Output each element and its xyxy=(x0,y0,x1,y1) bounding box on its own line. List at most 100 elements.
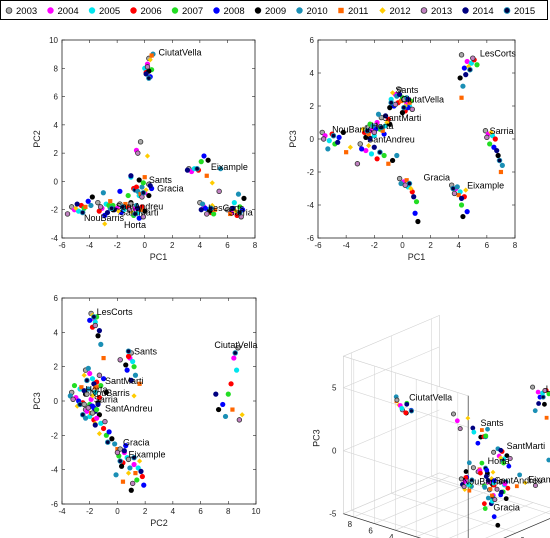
point-santandreu-2013 xyxy=(102,418,108,425)
point-ciutatvella-2011 xyxy=(407,100,412,105)
point-eixample-2004 xyxy=(131,461,137,468)
legend-label-2008: 2008 xyxy=(224,6,245,17)
district-label: NouBarris xyxy=(84,213,125,223)
point-gracia-2010 xyxy=(398,180,404,187)
point-eixample-2011 xyxy=(204,173,209,178)
district-label: Horta xyxy=(488,456,510,466)
point-noubarris-2011 xyxy=(94,385,99,390)
district-label: Horta xyxy=(86,384,108,394)
point-sarria-2010 xyxy=(499,162,505,168)
point3d-noubarris-2005 xyxy=(466,482,471,487)
y-tick-label: -6 xyxy=(51,500,59,509)
point3d-eixample-2012 xyxy=(522,480,528,486)
point-noubarris-2003 xyxy=(84,391,90,397)
district-label: SantMarti xyxy=(120,207,159,217)
data-points xyxy=(64,51,247,227)
point-santandreu-2014 xyxy=(92,422,98,428)
district-label: CiutatVella xyxy=(401,95,444,105)
point3d-sants-2012 xyxy=(465,415,471,421)
point-eixample-2008 xyxy=(201,153,207,159)
point3d-gracia-2007 xyxy=(482,506,488,511)
legend-label-2015: 2015 xyxy=(514,6,535,17)
point3d-sants-2010 xyxy=(485,426,490,432)
x-tick-label: -4 xyxy=(343,241,351,250)
point-eixample-2010 xyxy=(127,465,133,471)
point-santmarti-2011 xyxy=(138,207,143,212)
point-noubarris-2012 xyxy=(73,205,79,211)
district-label: Sarria xyxy=(229,207,253,217)
point3d-lescorts-2007 xyxy=(546,391,550,397)
point-eixample-2015 xyxy=(450,185,456,192)
x-tick-label: -2 xyxy=(371,241,379,250)
point-ciutatvella-2007 xyxy=(225,391,231,397)
point3d-noubarris-2015 xyxy=(469,477,475,483)
point-lescorts-2009 xyxy=(457,75,463,81)
point3d-eixample-2010 xyxy=(517,472,523,478)
legend-marker-2005 xyxy=(88,7,96,14)
point-noubarris-2013 xyxy=(320,136,327,142)
point3d-lescorts-2004 xyxy=(535,389,541,395)
point3d-eixample-2011 xyxy=(514,484,519,489)
point-lescorts-2007 xyxy=(474,62,480,68)
district-label: LesCorts xyxy=(208,203,245,213)
point3d-santandreu-2013 xyxy=(494,486,500,492)
point-sants-2013 xyxy=(135,150,141,156)
point3d-eixample-2014 xyxy=(499,489,504,495)
point3d-ciutatvella-2015 xyxy=(408,408,415,414)
point3d-ciutatvella-2003 xyxy=(394,397,400,403)
plot-area xyxy=(61,39,256,239)
point-santandreu-2005 xyxy=(368,151,375,157)
x-axis-label: PC1 xyxy=(408,252,426,262)
point-horta-2007 xyxy=(71,382,78,389)
district-label: Horta xyxy=(124,220,146,230)
y-tick-label: 6 xyxy=(54,294,59,303)
y-tick-label: 8 xyxy=(54,64,59,73)
point3d-sarria-2010 xyxy=(546,457,550,463)
point-sants-2009 xyxy=(136,177,142,183)
point-santmarti-2009 xyxy=(103,389,109,396)
point-horta-2014 xyxy=(104,209,111,216)
point-sants-2013 xyxy=(117,357,123,363)
district-label: SantAndreu xyxy=(367,134,415,144)
district-label: Eixample xyxy=(129,450,166,460)
point-horta-2013 xyxy=(70,396,76,402)
point-santmarti-2010 xyxy=(375,111,382,117)
point3d-santmarti-2007 xyxy=(501,460,506,466)
point-santmarti-2015 xyxy=(132,211,138,217)
point3d-horta-2010 xyxy=(466,460,472,466)
point3d-lescorts-2015 xyxy=(540,394,546,400)
point-santandreu-2004 xyxy=(363,147,369,154)
point-santmarti-2003 xyxy=(128,201,134,207)
point3d-santmarti-2012 xyxy=(498,455,504,461)
point-sarria-2007 xyxy=(94,406,100,413)
point-horta-2012 xyxy=(102,221,108,227)
legend-label-2009: 2009 xyxy=(265,6,286,17)
legend-label-2011: 2011 xyxy=(348,6,368,17)
district-label: Eixample xyxy=(528,475,550,485)
point-eixample-2014 xyxy=(138,468,144,474)
legend-marker-2004 xyxy=(47,7,54,14)
district-label: CiutatVella xyxy=(409,392,452,402)
district-label: SantAndreu xyxy=(116,202,164,212)
point-ciutatvella-2010 xyxy=(222,413,229,420)
point-santmarti-2015 xyxy=(378,124,385,131)
point3d-santandreu-2011 xyxy=(488,487,493,491)
x-tick-label: -6 xyxy=(58,241,66,250)
point-sants-2003 xyxy=(396,86,403,93)
y-tick-label: 4 xyxy=(389,533,394,538)
point-eixample-2013 xyxy=(129,480,136,487)
y-tick-label: -2 xyxy=(51,206,59,215)
point-lescorts-2004 xyxy=(464,58,470,65)
point3d-sants-2003 xyxy=(450,411,456,417)
x-tick-label: 0 xyxy=(520,536,525,538)
x-tick-label: 6 xyxy=(225,241,230,250)
point-gracia-2011 xyxy=(138,192,143,197)
point-eixample-2009 xyxy=(460,213,466,220)
point3d-noubarris-2003 xyxy=(458,476,464,482)
point-sarria-2003 xyxy=(224,207,231,213)
district-label: SantAndreu xyxy=(105,403,153,413)
point-santmarti-2015 xyxy=(84,377,90,384)
point-eixample-2009 xyxy=(128,487,134,493)
point3d-noubarris-2013 xyxy=(461,484,467,490)
point-ciutatvella-2009 xyxy=(399,110,406,116)
